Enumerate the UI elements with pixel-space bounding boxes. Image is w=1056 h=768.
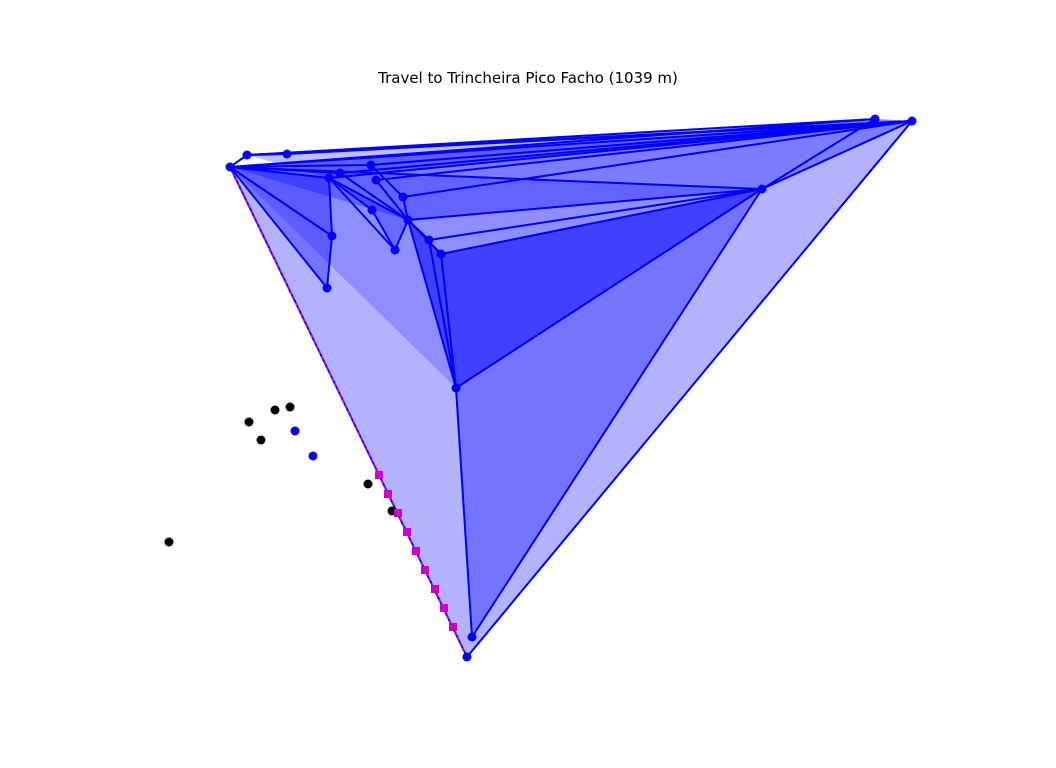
network-node-P bbox=[451, 383, 461, 393]
network-node-C bbox=[282, 149, 292, 159]
network-node-I bbox=[398, 192, 408, 202]
unreached-node-4 bbox=[363, 479, 373, 489]
network-node-O bbox=[436, 249, 446, 259]
network-edge-E-J bbox=[339, 172, 409, 221]
route-marker-6 bbox=[431, 585, 439, 593]
network-edge-N-Q bbox=[428, 188, 763, 241]
network-edge-A-Q bbox=[229, 166, 763, 190]
route-marker-4 bbox=[412, 547, 420, 555]
network-edge-D-K bbox=[328, 177, 396, 251]
network-node-E bbox=[335, 168, 345, 178]
network-edge-J-Q bbox=[407, 188, 763, 221]
network-node-Q bbox=[757, 184, 767, 194]
chart-title: Travel to Trincheira Pico Facho (1039 m) bbox=[378, 69, 678, 87]
network-node-F bbox=[366, 160, 376, 170]
network-face-2 bbox=[456, 189, 762, 637]
network-face-3 bbox=[408, 189, 762, 388]
network-edge-O-P bbox=[440, 253, 457, 389]
network-edge-Q-R bbox=[761, 118, 876, 190]
route-marker-3 bbox=[403, 528, 411, 536]
route-marker-1 bbox=[384, 490, 392, 498]
network-edge-J-K bbox=[394, 219, 409, 251]
network-node-L bbox=[327, 231, 337, 241]
unreached-node-0 bbox=[244, 417, 254, 427]
network-edge-H-K bbox=[371, 209, 396, 251]
network-edge-A-L bbox=[229, 166, 333, 237]
network-edge-D-H bbox=[328, 177, 373, 211]
route-marker-0 bbox=[375, 471, 383, 479]
network-edge-A-F bbox=[229, 164, 372, 168]
network-edge-A-R bbox=[229, 118, 876, 168]
network-edge-Q-T bbox=[471, 188, 763, 638]
network-node-S bbox=[907, 116, 917, 126]
network-node-G bbox=[371, 175, 381, 185]
network-edge-J-P bbox=[407, 219, 457, 389]
network-node-D bbox=[324, 173, 334, 183]
network-face-0 bbox=[230, 121, 912, 657]
network-edge-I-S bbox=[402, 120, 913, 198]
network-edge-D-S bbox=[328, 120, 913, 179]
route-marker-7 bbox=[440, 604, 448, 612]
network-edge-F-I bbox=[370, 164, 404, 198]
network-edge-P-Q bbox=[455, 188, 763, 389]
network-edge-P-T bbox=[455, 387, 473, 638]
network-node-H bbox=[367, 205, 377, 215]
network-node-U bbox=[462, 652, 472, 662]
unreached-node-1 bbox=[270, 405, 280, 415]
network-edge-A-M bbox=[229, 166, 328, 289]
network-edge-S-U bbox=[466, 120, 913, 658]
network-node-M bbox=[322, 283, 332, 293]
isolated-node-1 bbox=[308, 451, 318, 461]
network-node-K bbox=[390, 245, 400, 255]
network-edge-F-S bbox=[370, 120, 913, 166]
route-marker-5 bbox=[421, 566, 429, 574]
isolated-node-0 bbox=[290, 426, 300, 436]
network-edge-Q-S bbox=[761, 120, 913, 190]
route-line bbox=[229, 166, 468, 658]
network-edge-B-C bbox=[246, 153, 288, 156]
network-edge-O-Q bbox=[440, 188, 763, 255]
network-node-R bbox=[870, 114, 880, 124]
network-edge-D-J bbox=[328, 177, 409, 221]
network-node-J bbox=[403, 215, 413, 225]
network-node-T bbox=[467, 632, 477, 642]
network-node-N bbox=[424, 235, 434, 245]
network-edge-J-O bbox=[407, 219, 442, 255]
unreached-node-3 bbox=[256, 435, 266, 445]
network-edge-G-J bbox=[375, 179, 409, 221]
network-edge-L-M bbox=[326, 235, 333, 289]
network-edge-D-L bbox=[328, 177, 333, 237]
unreached-node-2 bbox=[285, 402, 295, 412]
network-edge-G-S bbox=[375, 120, 913, 181]
unreached-node-6 bbox=[164, 537, 174, 547]
network-node-B bbox=[242, 150, 252, 160]
network-edge-N-P bbox=[428, 239, 457, 389]
network-edge-C-S bbox=[286, 120, 913, 155]
network-node-A bbox=[225, 162, 235, 172]
route-marker-8 bbox=[449, 623, 457, 631]
route-marker-2 bbox=[394, 509, 402, 517]
network-face-7 bbox=[329, 178, 408, 250]
